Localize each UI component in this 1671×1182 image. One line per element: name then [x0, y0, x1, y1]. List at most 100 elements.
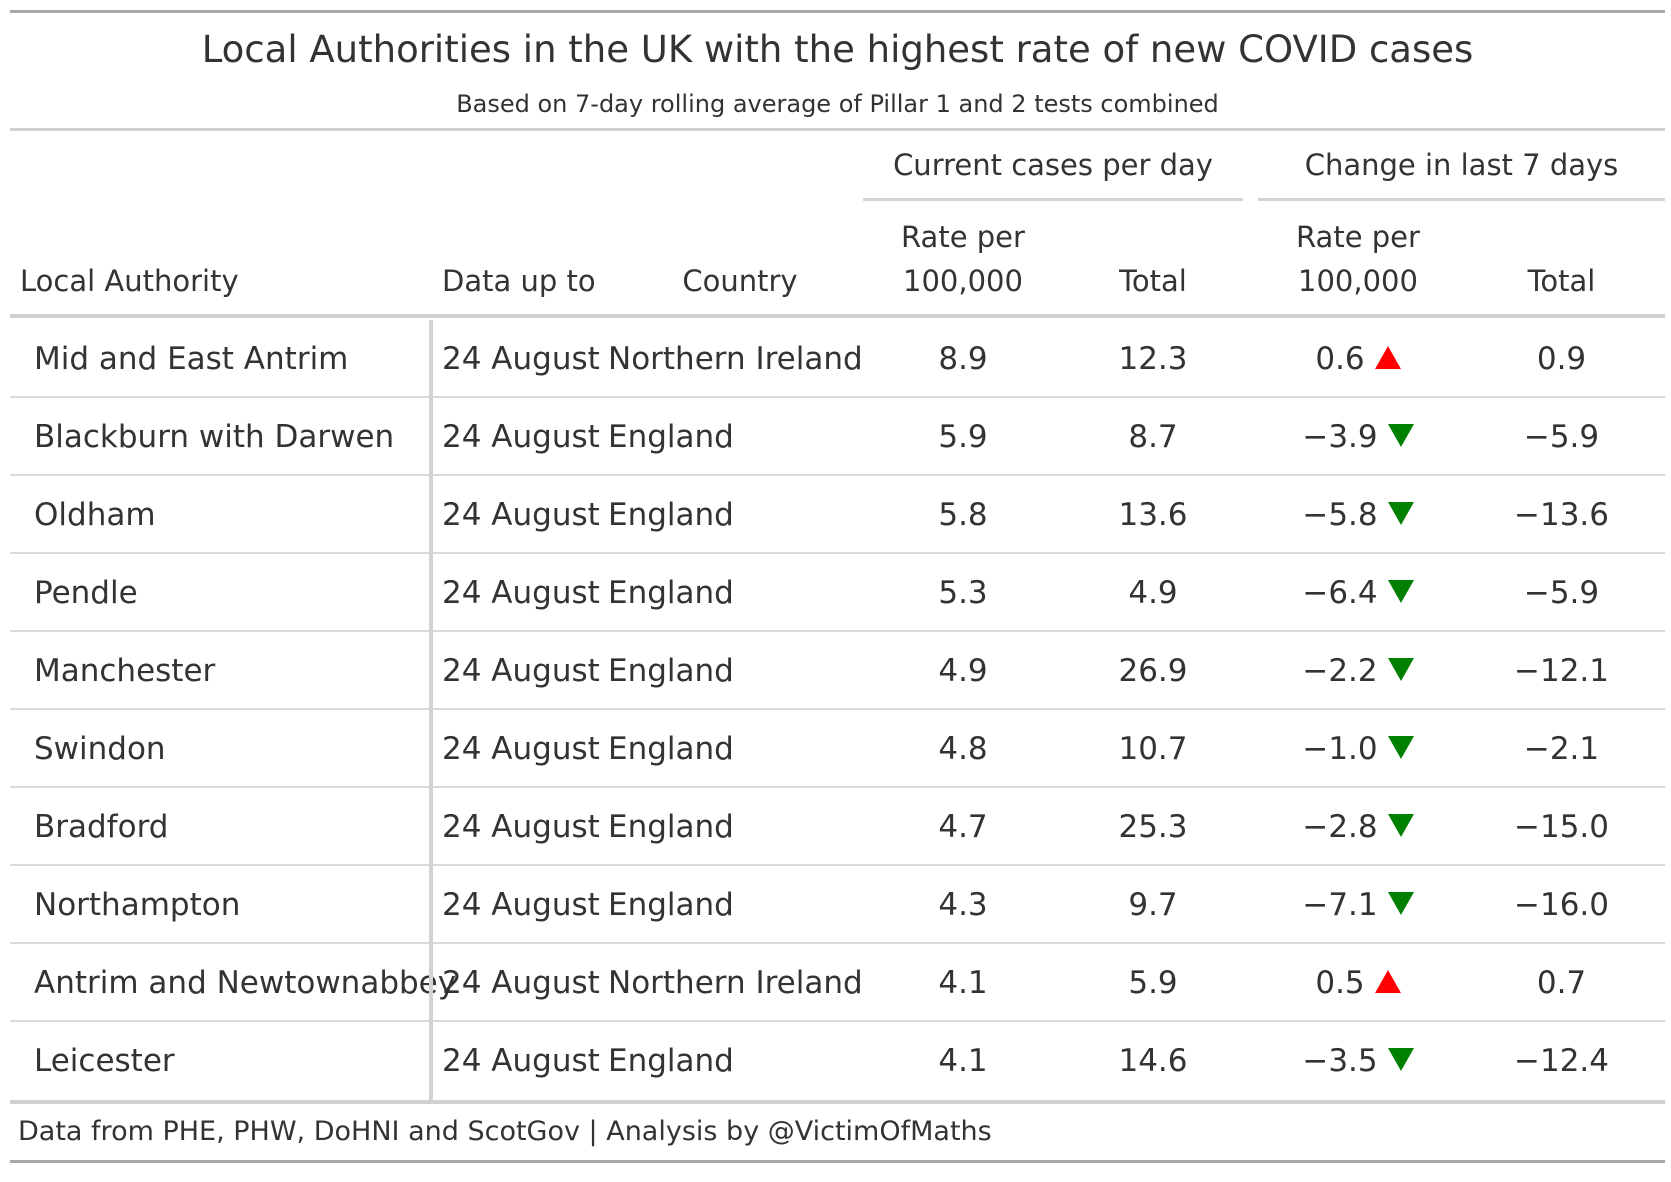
- col-head-change-rate-line1: Rate per: [1296, 220, 1420, 254]
- cell-date: 24 August: [442, 866, 602, 944]
- cell-authority: Leicester: [34, 1022, 424, 1100]
- cell-current-total-text: 13.6: [1118, 497, 1188, 533]
- cell-current-rate-text: 4.1: [938, 965, 988, 1001]
- cell-date-text: 24 August: [442, 575, 600, 611]
- col-head-date: Data up to: [442, 264, 596, 298]
- col-head-current-rate-line2: 100,000: [903, 264, 1023, 298]
- cell-change-total: −16.0: [1458, 866, 1665, 944]
- cell-authority: Manchester: [34, 632, 424, 710]
- table-row: Oldham 24 August England 5.8 13.6 −5.8 −13.6: [10, 476, 1665, 554]
- cell-current-rate-text: 4.3: [938, 887, 988, 923]
- cell-current-rate: 4.7: [863, 788, 1063, 866]
- cell-authority-text: Leicester: [34, 1043, 175, 1079]
- stub-separator: [429, 320, 433, 1100]
- row-divider: [10, 552, 1665, 554]
- cell-change-rate: 0.5: [1258, 944, 1458, 1022]
- triangle-down-icon: [1387, 1048, 1414, 1071]
- cell-current-total: 13.6: [1063, 476, 1243, 554]
- cell-current-total: 10.7: [1063, 710, 1243, 788]
- cell-change-rate-text: −2.8: [1302, 809, 1378, 845]
- cell-change-rate: −3.5: [1258, 1022, 1458, 1100]
- cell-authority-text: Oldham: [34, 497, 156, 533]
- cell-change-rate: −2.2: [1258, 632, 1458, 710]
- cell-date-text: 24 August: [442, 419, 600, 455]
- row-divider: [10, 1020, 1665, 1022]
- row-divider: [10, 942, 1665, 944]
- table-subtitle: Based on 7-day rolling average of Pillar…: [456, 90, 1219, 118]
- cell-authority-text: Manchester: [34, 653, 216, 689]
- cell-country: England: [608, 710, 858, 788]
- row-divider: [10, 396, 1665, 398]
- cell-change-rate: −2.8: [1258, 788, 1458, 866]
- cell-authority: Pendle: [34, 554, 424, 632]
- triangle-down-icon: [1387, 736, 1414, 759]
- cell-change-total: −13.6: [1458, 476, 1665, 554]
- triangle-down-icon: [1387, 580, 1414, 603]
- cell-change-rate-text: −3.9: [1302, 419, 1378, 455]
- cell-current-rate: 4.1: [863, 944, 1063, 1022]
- cell-current-total: 4.9: [1063, 554, 1243, 632]
- cell-date-text: 24 August: [442, 341, 600, 377]
- cell-date: 24 August: [442, 632, 602, 710]
- cell-change-rate-text: −7.1: [1302, 887, 1378, 923]
- cell-country: England: [608, 554, 858, 632]
- cell-authority-text: Antrim and Newtownabbey: [34, 965, 457, 1001]
- bottom-rule: [10, 1160, 1665, 1163]
- cell-current-total: 8.7: [1063, 398, 1243, 476]
- triangle-down-icon: [1387, 424, 1414, 447]
- cell-authority: Bradford: [34, 788, 424, 866]
- cell-change-total-text: −15.0: [1514, 809, 1609, 845]
- col-head-authority: Local Authority: [20, 264, 239, 298]
- cell-current-rate: 5.9: [863, 398, 1063, 476]
- cell-change-total: −15.0: [1458, 788, 1665, 866]
- table-row: Mid and East Antrim 24 August Northern Ire…: [10, 320, 1665, 398]
- cell-country: England: [608, 788, 858, 866]
- cell-current-rate-text: 4.9: [938, 653, 988, 689]
- cell-country: England: [608, 476, 858, 554]
- footer-top-rule: [10, 1100, 1665, 1104]
- cell-authority: Northampton: [34, 866, 424, 944]
- cell-change-rate: −5.8: [1258, 476, 1458, 554]
- cell-authority: Oldham: [34, 476, 424, 554]
- spanner-change-rule: [1258, 198, 1665, 201]
- col-head-change-total: Total: [1527, 264, 1596, 298]
- table-row: Pendle 24 August England 5.3 4.9 −6.4 −5.9: [10, 554, 1665, 632]
- cell-date-text: 24 August: [442, 809, 600, 845]
- cell-date: 24 August: [442, 1022, 602, 1100]
- cell-country-text: England: [608, 419, 734, 455]
- cell-country: England: [608, 866, 858, 944]
- cell-change-total-text: −12.1: [1514, 653, 1609, 689]
- cell-current-rate: 4.8: [863, 710, 1063, 788]
- cell-change-total-text: −2.1: [1523, 731, 1600, 767]
- cell-authority: Mid and East Antrim: [34, 320, 424, 398]
- cell-date: 24 August: [442, 398, 602, 476]
- cell-current-rate-text: 4.1: [938, 1043, 988, 1079]
- cell-current-rate: 4.3: [863, 866, 1063, 944]
- cell-authority-text: Pendle: [34, 575, 138, 611]
- cell-current-rate: 5.8: [863, 476, 1063, 554]
- cell-country-text: England: [608, 809, 734, 845]
- cell-change-rate: −3.9: [1258, 398, 1458, 476]
- cell-country-text: England: [608, 731, 734, 767]
- cell-current-total-text: 12.3: [1118, 341, 1188, 377]
- cell-current-total-text: 9.7: [1128, 887, 1178, 923]
- cell-date: 24 August: [442, 710, 602, 788]
- cell-country-text: England: [608, 653, 734, 689]
- cell-change-rate-text: −2.2: [1302, 653, 1378, 689]
- cell-change-total-text: 0.7: [1536, 965, 1587, 1001]
- cell-change-total-text: −13.6: [1514, 497, 1609, 533]
- cell-current-rate-text: 5.8: [938, 497, 988, 533]
- spanner-current: Current cases per day: [893, 148, 1213, 182]
- cell-date: 24 August: [442, 788, 602, 866]
- cell-current-total: 26.9: [1063, 632, 1243, 710]
- cell-authority-text: Blackburn with Darwen: [34, 419, 395, 455]
- cell-date: 24 August: [442, 554, 602, 632]
- triangle-up-icon: [1374, 970, 1401, 993]
- row-divider: [10, 708, 1665, 710]
- cell-change-total: −2.1: [1458, 710, 1665, 788]
- cell-change-total: −12.1: [1458, 632, 1665, 710]
- cell-change-total-text: −16.0: [1514, 887, 1609, 923]
- cell-current-total-text: 26.9: [1118, 653, 1188, 689]
- cell-country: Northern Ireland: [608, 944, 863, 1022]
- cell-current-total: 12.3: [1063, 320, 1243, 398]
